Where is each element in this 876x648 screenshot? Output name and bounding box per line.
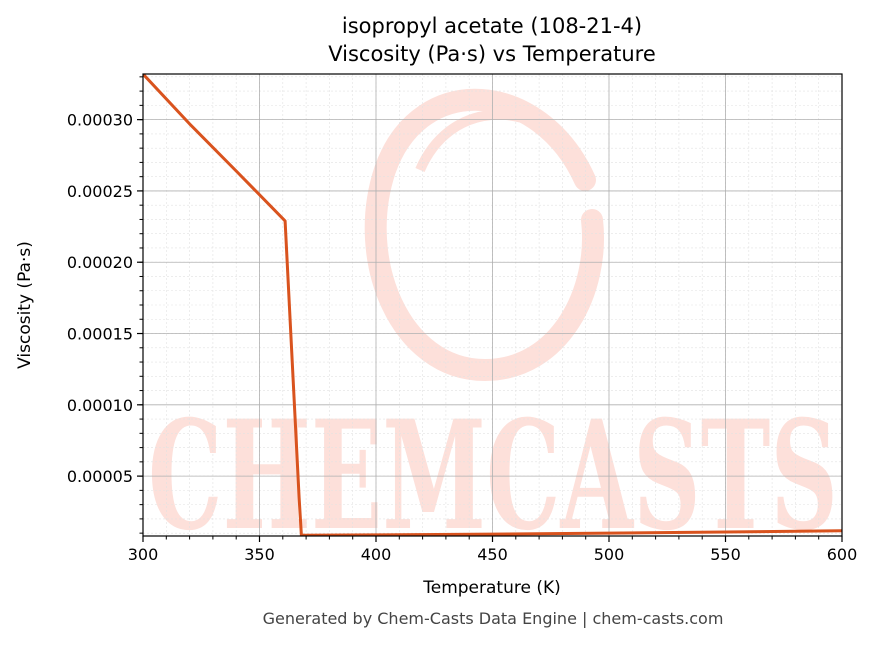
x-tick-label: 400 — [361, 545, 392, 564]
watermark-swirl-inner — [415, 109, 574, 173]
x-axis-label: Temperature (K) — [422, 578, 561, 598]
x-axis-ticks: 300 350 400 450 500 550 600 — [128, 536, 858, 564]
x-tick-label: 450 — [477, 545, 508, 564]
footer-credit: Generated by Chem-Casts Data Engine | ch… — [263, 609, 724, 628]
chart-title: isopropyl acetate (108-21-4) — [342, 14, 642, 38]
x-tick-label: 350 — [244, 545, 275, 564]
x-tick-label: 300 — [128, 545, 159, 564]
y-tick-label: 0.00010 — [67, 396, 133, 415]
y-tick-label: 0.00020 — [67, 253, 133, 272]
y-axis-label: Viscosity (Pa·s) — [15, 241, 35, 369]
watermark-logo: CHEMCASTS — [148, 88, 838, 564]
y-tick-label: 0.00005 — [67, 467, 133, 486]
grid-major — [142, 74, 843, 536]
x-tick-label: 600 — [827, 545, 858, 564]
x-tick-label: 550 — [710, 545, 741, 564]
series-line-viscosity — [143, 74, 842, 536]
x-tick-label: 500 — [594, 545, 625, 564]
y-tick-label: 0.00030 — [67, 111, 133, 130]
watermark-swirl — [364, 88, 604, 382]
y-tick-label: 0.00025 — [67, 182, 133, 201]
series-layer — [143, 74, 842, 536]
y-tick-label: 0.00015 — [67, 325, 133, 344]
chart-subtitle: Viscosity (Pa·s) vs Temperature — [328, 42, 656, 66]
y-axis-ticks: 0.00005 0.00010 0.00015 0.00020 0.00025 0.000… — [67, 76, 143, 534]
